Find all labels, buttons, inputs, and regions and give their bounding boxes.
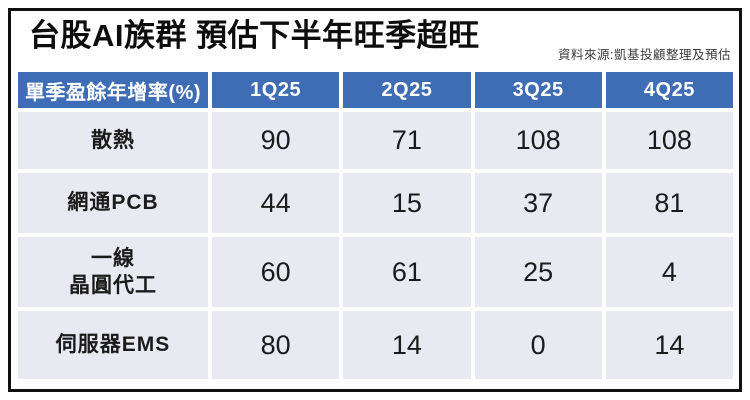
table-cell: 60	[212, 237, 340, 307]
table-cell: 4	[605, 237, 733, 307]
table-cell: 90	[212, 112, 340, 169]
table-cell: 44	[212, 173, 340, 233]
source-note: 資料來源:凱基投顧整理及預估	[558, 48, 731, 62]
table-cell: 15	[343, 173, 471, 233]
table-cell: 25	[474, 237, 602, 307]
row-label-networking-pcb: 網通PCB	[18, 173, 208, 233]
table-header-1q25: 1Q25	[212, 72, 340, 108]
table-cell: 81	[605, 173, 733, 233]
table-header-3q25: 3Q25	[474, 72, 602, 108]
table-cell: 80	[212, 311, 340, 379]
table-cell: 61	[343, 237, 471, 307]
row-label-tier1-foundry: 一線 晶圓代工	[18, 237, 208, 307]
page-title: 台股AI族群 預估下半年旺季超旺	[29, 18, 480, 53]
slide-frame: 台股AI族群 預估下半年旺季超旺 資料來源:凱基投顧整理及預估 單季盈餘年增率(…	[8, 8, 742, 392]
table-cell: 14	[343, 311, 471, 379]
row-label-thermal: 散熱	[18, 112, 208, 169]
table-header-2q25: 2Q25	[343, 72, 471, 108]
table-cell: 0	[474, 311, 602, 379]
table-cell: 37	[474, 173, 602, 233]
row-label-server-ems: 伺服器EMS	[18, 311, 208, 379]
table-cell: 108	[474, 112, 602, 169]
earnings-growth-table: 單季盈餘年增率(%) 1Q25 2Q25 3Q25 4Q25 散熱 90 71 …	[18, 72, 733, 379]
table-cell: 14	[605, 311, 733, 379]
table-cell: 108	[605, 112, 733, 169]
table-header-4q25: 4Q25	[605, 72, 733, 108]
table-header-metric: 單季盈餘年增率(%)	[18, 72, 208, 108]
table-cell: 71	[343, 112, 471, 169]
